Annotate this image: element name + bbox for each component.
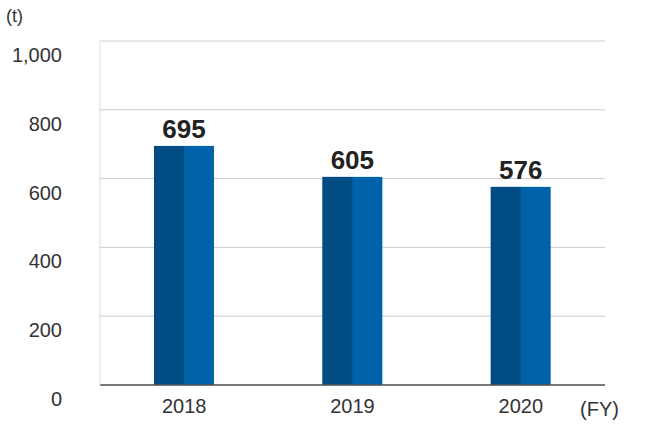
svg-text:2020: 2020	[499, 395, 544, 417]
svg-text:0: 0	[51, 388, 62, 410]
svg-text:800: 800	[29, 113, 62, 135]
svg-text:1,000: 1,000	[12, 44, 62, 66]
svg-text:(t): (t)	[8, 6, 23, 26]
svg-text:2018: 2018	[162, 395, 207, 417]
svg-text:400: 400	[29, 250, 62, 272]
svg-text:576: 576	[499, 155, 542, 185]
svg-text:605: 605	[331, 145, 374, 175]
svg-text:(FY): (FY)	[580, 398, 619, 420]
svg-text:600: 600	[29, 182, 62, 204]
svg-text:2019: 2019	[330, 395, 375, 417]
svg-text:200: 200	[29, 319, 62, 341]
svg-text:695: 695	[162, 114, 205, 144]
